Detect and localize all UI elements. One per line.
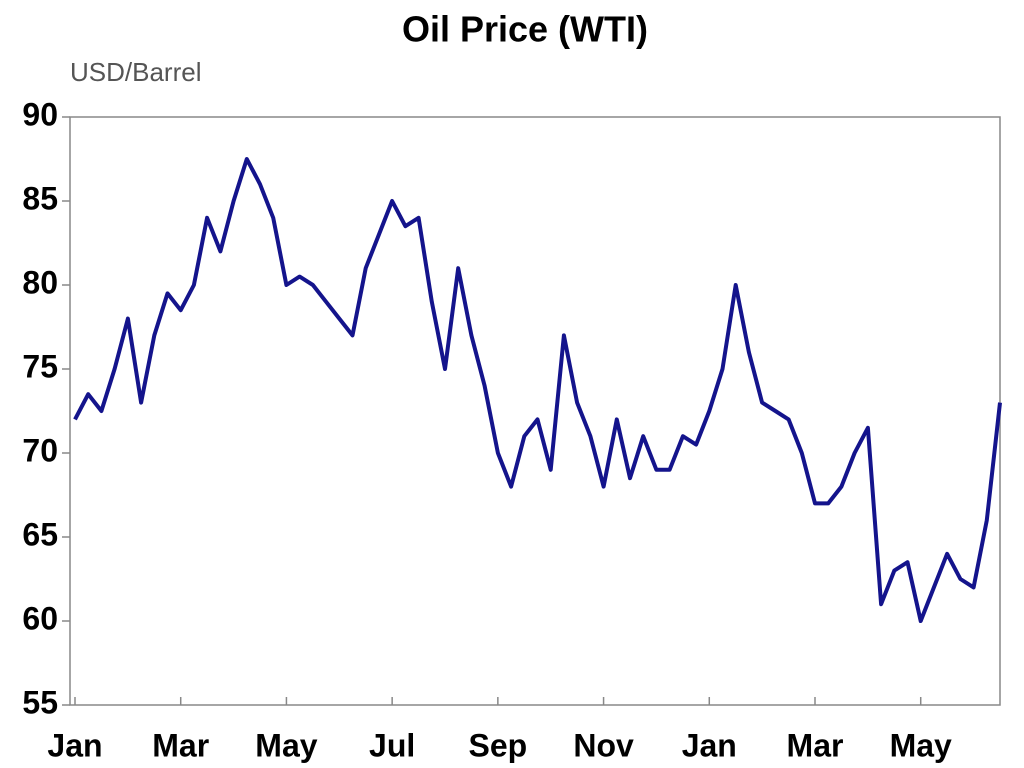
x-tick-label: Jan <box>682 727 737 763</box>
x-tick-label: Jul <box>369 727 415 763</box>
y-tick-label: 65 <box>22 516 58 552</box>
x-tick-label: May <box>255 727 317 763</box>
chart-title: Oil Price (WTI) <box>402 9 648 50</box>
x-tick-label: Mar <box>152 727 209 763</box>
x-tick-label: Jan <box>47 727 102 763</box>
y-tick-label: 75 <box>22 348 58 384</box>
x-tick-label: May <box>890 727 952 763</box>
y-tick-label: 70 <box>22 432 58 468</box>
y-tick-label: 90 <box>22 96 58 132</box>
price-line <box>73 157 1002 623</box>
y-tick-label: 80 <box>22 264 58 300</box>
y-tick-label: 85 <box>22 180 58 216</box>
plot-area <box>69 116 1001 706</box>
x-tick-label: Mar <box>787 727 844 763</box>
x-tick-label: Nov <box>573 727 634 763</box>
chart-subtitle: USD/Barrel <box>70 57 201 87</box>
x-tick-label: Sep <box>469 727 528 763</box>
y-tick-label: 55 <box>22 684 58 720</box>
y-tick-label: 60 <box>22 600 58 636</box>
